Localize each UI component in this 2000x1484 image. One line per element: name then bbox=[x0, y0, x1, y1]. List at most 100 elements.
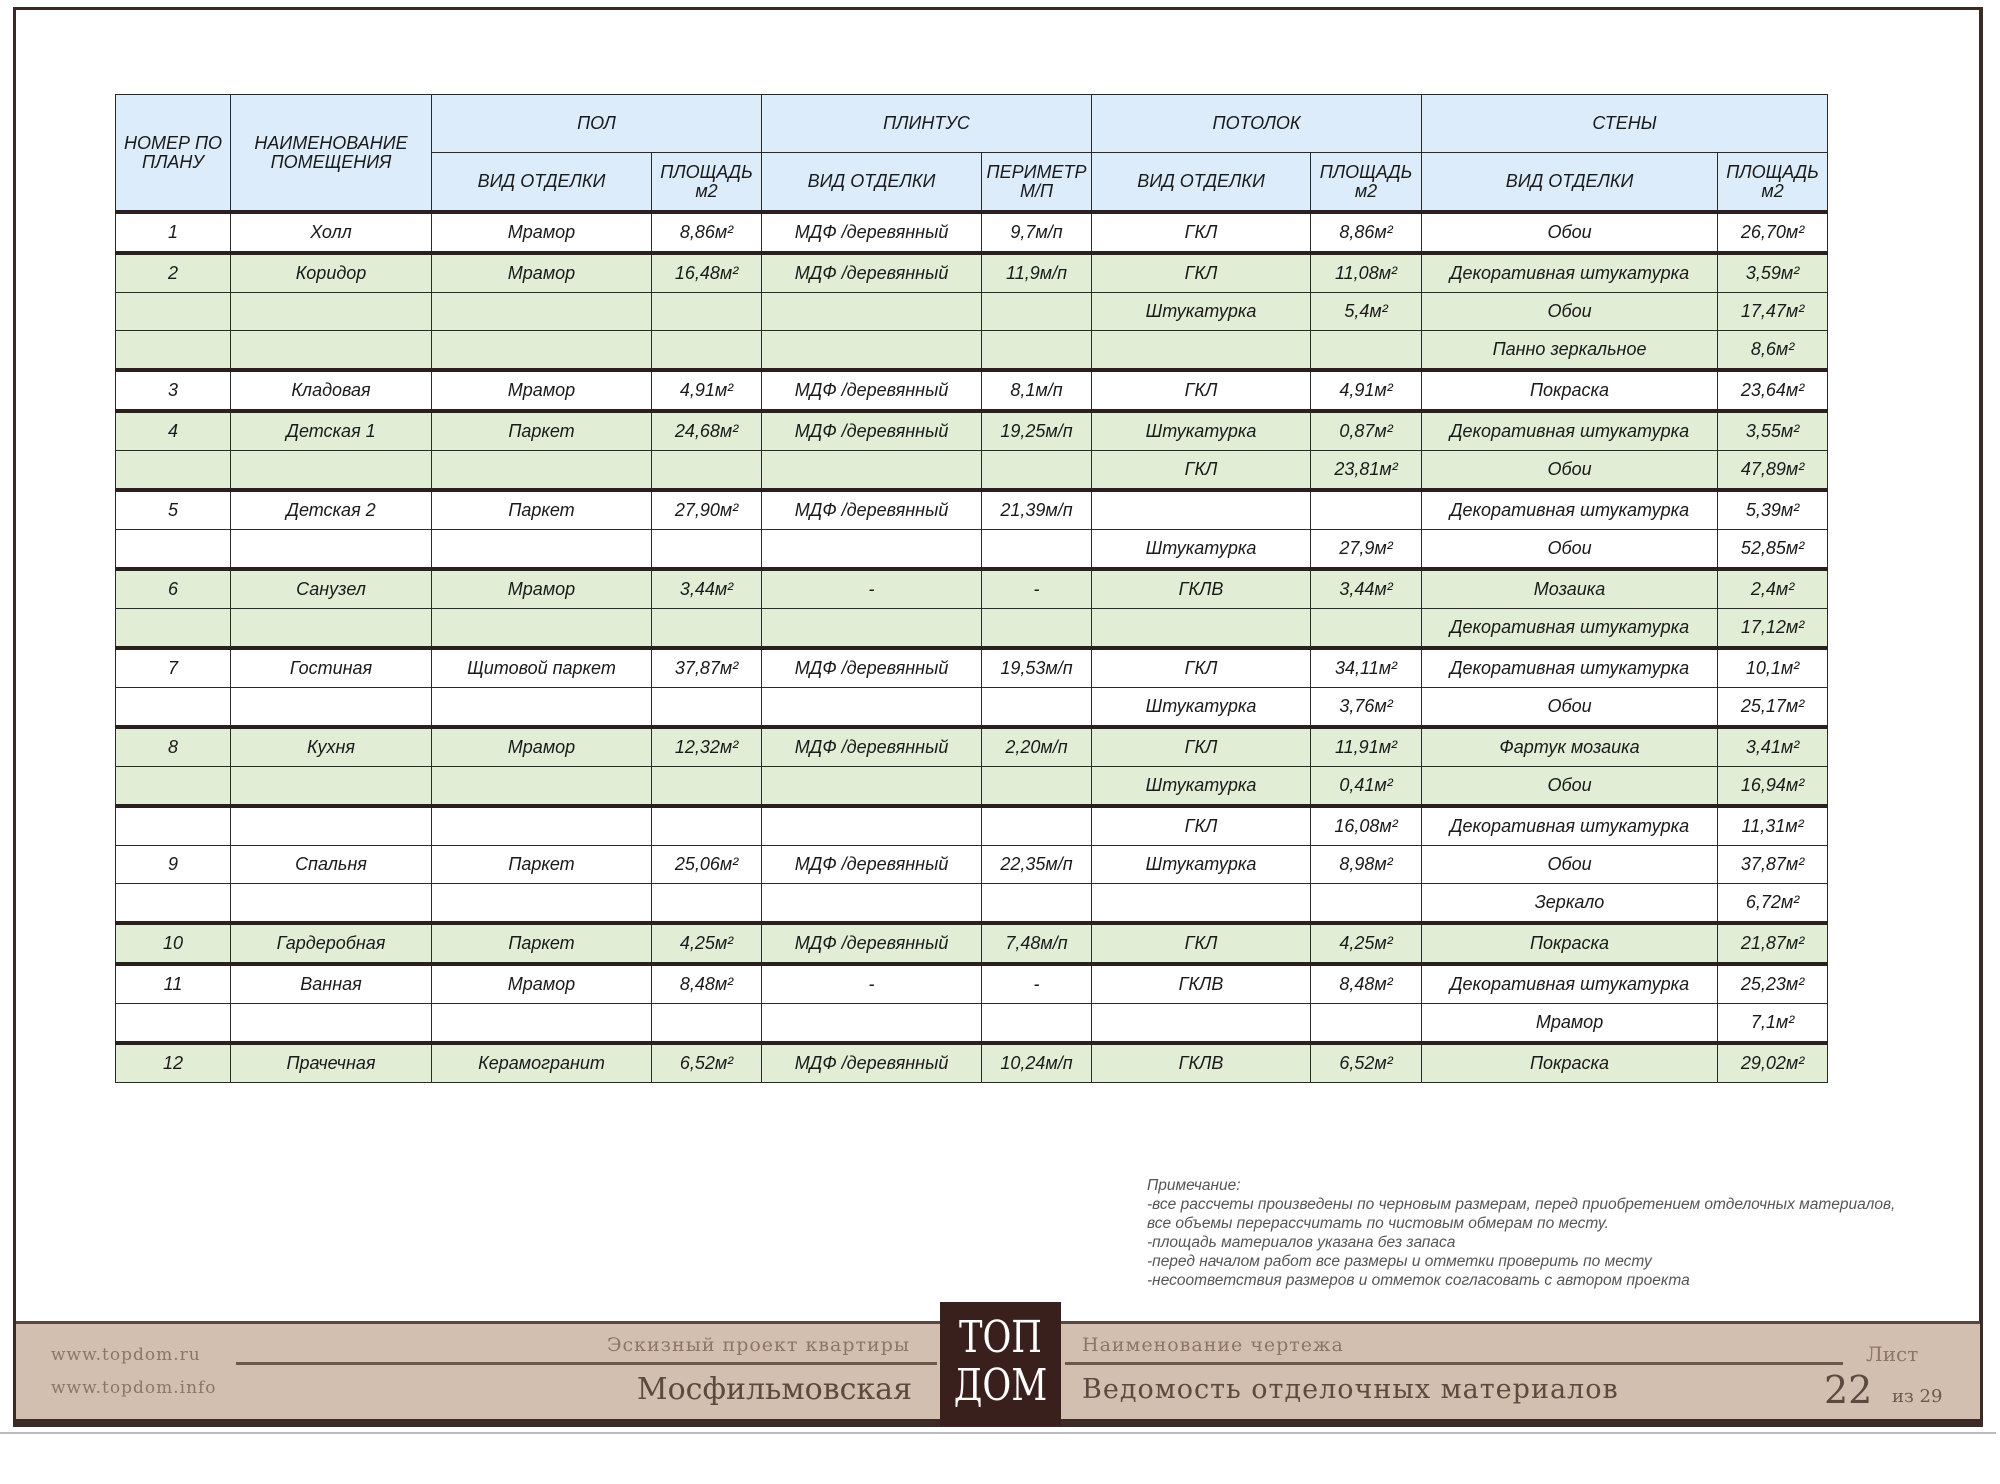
plinth-type-cell: МДФ /деревянный bbox=[761, 488, 983, 530]
site-link-info[interactable]: www.topdom.info bbox=[51, 1378, 217, 1398]
divider-line bbox=[1065, 1362, 1843, 1365]
room-name-cell bbox=[230, 330, 432, 371]
room-number-cell: 10 bbox=[115, 921, 231, 965]
walls-type-cell: Декоративная штукатурка bbox=[1421, 488, 1719, 530]
room-name-cell bbox=[230, 687, 432, 728]
walls-type-cell: Фартук мозаика bbox=[1421, 725, 1719, 767]
room-number-cell: 2 bbox=[115, 251, 231, 293]
plinth-perimeter-cell: - bbox=[981, 567, 1093, 609]
floor-type-cell: Паркет bbox=[431, 409, 652, 451]
notes-line: -площадь материалов указана без запаса bbox=[1147, 1234, 1456, 1251]
plinth-perimeter-cell bbox=[981, 330, 1093, 371]
floor-area-cell: 16,48м² bbox=[650, 251, 763, 293]
walls-type-cell: Мозаика bbox=[1421, 567, 1719, 609]
table-row: ГКЛ 23,81м² Обои 47,89м² bbox=[115, 450, 1829, 491]
ceiling-area-cell: 0,41м² bbox=[1310, 766, 1423, 807]
ceiling-type-cell: ГКЛВ bbox=[1091, 1041, 1312, 1083]
plinth-type-cell bbox=[761, 330, 983, 371]
floor-area-cell: 8,86м² bbox=[650, 210, 763, 254]
site-link-ru[interactable]: www.topdom.ru bbox=[51, 1345, 201, 1365]
plinth-type-cell: МДФ /деревянный bbox=[761, 368, 983, 412]
floor-area-cell bbox=[650, 292, 763, 331]
floor-type-cell bbox=[431, 608, 652, 649]
walls-area-cell: 21,87м² bbox=[1717, 921, 1829, 965]
floor-type-cell: Мрамор bbox=[431, 251, 652, 293]
table-row: 9 Спальня Паркет 25,06м² МДФ /деревянный 22,3… bbox=[115, 845, 1829, 884]
table-row: Штукатурка 0,41м² Обои 16,94м² bbox=[115, 766, 1829, 807]
walls-area-cell: 7,1м² bbox=[1717, 1003, 1829, 1044]
plinth-type-cell: МДФ /деревянный bbox=[761, 409, 983, 451]
floor-area-cell bbox=[650, 804, 763, 846]
header-plinth: ПЛИНТУС bbox=[761, 94, 1093, 153]
project-label: Эскизный проект квартиры bbox=[606, 1334, 910, 1356]
floor-type-cell bbox=[431, 766, 652, 807]
plinth-type-cell: МДФ /деревянный bbox=[761, 646, 983, 688]
ceiling-type-cell: ГКЛВ bbox=[1091, 567, 1312, 609]
floor-type-cell: Мрамор bbox=[431, 567, 652, 609]
walls-type-cell: Обои bbox=[1421, 845, 1719, 884]
walls-area-cell: 16,94м² bbox=[1717, 766, 1829, 807]
table-body: 1 Холл Мрамор 8,86м² МДФ /деревянный 9,7м/п ГК… bbox=[115, 210, 1829, 1083]
table-row: 4 Детская 1 Паркет 24,68м² МДФ /деревянный 19… bbox=[115, 409, 1829, 451]
ceiling-area-cell: 8,48м² bbox=[1310, 962, 1423, 1004]
walls-area-cell: 29,02м² bbox=[1717, 1041, 1829, 1083]
room-number-cell: 4 bbox=[115, 409, 231, 451]
notes-line: все объемы перерассчитать по чистовым об… bbox=[1147, 1215, 1609, 1232]
header-walls-type: ВИД ОТДЕЛКИ bbox=[1421, 152, 1719, 213]
ceiling-area-cell: 4,25м² bbox=[1310, 921, 1423, 965]
divider-line bbox=[236, 1362, 937, 1365]
floor-type-cell bbox=[431, 330, 652, 371]
ceiling-area-cell: 0,87м² bbox=[1310, 409, 1423, 451]
floor-type-cell bbox=[431, 1003, 652, 1044]
notes: Примечание: -все рассчеты произведены по… bbox=[1147, 1176, 1895, 1290]
room-number-cell: 8 bbox=[115, 725, 231, 767]
plinth-perimeter-cell bbox=[981, 1003, 1093, 1044]
floor-area-cell bbox=[650, 330, 763, 371]
room-name-cell: Холл bbox=[230, 210, 432, 254]
ceiling-type-cell: Штукатурка bbox=[1091, 687, 1312, 728]
floor-type-cell bbox=[431, 292, 652, 331]
project-name: Мосфильмовская bbox=[636, 1372, 912, 1407]
ceiling-area-cell bbox=[1310, 488, 1423, 530]
ceiling-area-cell: 4,91м² bbox=[1310, 368, 1423, 412]
plinth-type-cell: - bbox=[761, 962, 983, 1004]
walls-area-cell: 26,70м² bbox=[1717, 210, 1829, 254]
room-number-cell bbox=[115, 292, 231, 331]
room-number-cell: 1 bbox=[115, 210, 231, 254]
floor-type-cell bbox=[431, 804, 652, 846]
walls-area-cell: 52,85м² bbox=[1717, 529, 1829, 570]
header-number: НОМЕР ПО ПЛАНУ bbox=[115, 94, 231, 213]
plinth-type-cell bbox=[761, 883, 983, 924]
walls-type-cell: Декоративная штукатурка bbox=[1421, 608, 1719, 649]
ceiling-type-cell: Штукатурка bbox=[1091, 766, 1312, 807]
floor-area-cell bbox=[650, 883, 763, 924]
table-row: Декоративная штукатурка 17,12м² bbox=[115, 608, 1829, 649]
walls-type-cell: Декоративная штукатурка bbox=[1421, 251, 1719, 293]
plinth-type-cell: МДФ /деревянный bbox=[761, 921, 983, 965]
room-number-cell bbox=[115, 450, 231, 491]
ceiling-type-cell: ГКЛ bbox=[1091, 210, 1312, 254]
walls-type-cell: Покраска bbox=[1421, 1041, 1719, 1083]
plinth-perimeter-cell bbox=[981, 687, 1093, 728]
room-number-cell: 9 bbox=[115, 845, 231, 884]
walls-type-cell: Обои bbox=[1421, 687, 1719, 728]
room-name-cell: Гардеробная bbox=[230, 921, 432, 965]
ceiling-type-cell: Штукатурка bbox=[1091, 529, 1312, 570]
floor-area-cell: 3,44м² bbox=[650, 567, 763, 609]
walls-type-cell: Декоративная штукатурка bbox=[1421, 646, 1719, 688]
room-number-cell: 3 bbox=[115, 368, 231, 412]
ceiling-type-cell: ГКЛ bbox=[1091, 725, 1312, 767]
walls-area-cell: 37,87м² bbox=[1717, 845, 1829, 884]
header-room-name: НАИМЕНОВАНИЕ ПОМЕЩЕНИЯ bbox=[230, 94, 432, 213]
plinth-perimeter-cell bbox=[981, 608, 1093, 649]
ceiling-area-cell bbox=[1310, 883, 1423, 924]
floor-area-cell: 12,32м² bbox=[650, 725, 763, 767]
walls-area-cell: 25,17м² bbox=[1717, 687, 1829, 728]
floor-type-cell: Мрамор bbox=[431, 210, 652, 254]
table-row: 10 Гардеробная Паркет 4,25м² МДФ /деревянный… bbox=[115, 921, 1829, 965]
table-row: 12 Прачечная Керамогранит 6,52м² МДФ /деревя… bbox=[115, 1041, 1829, 1083]
floor-area-cell: 24,68м² bbox=[650, 409, 763, 451]
header-floor-area: ПЛОЩАДЬ м2 bbox=[650, 152, 763, 213]
ceiling-area-cell: 11,08м² bbox=[1310, 251, 1423, 293]
plinth-type-cell: - bbox=[761, 567, 983, 609]
